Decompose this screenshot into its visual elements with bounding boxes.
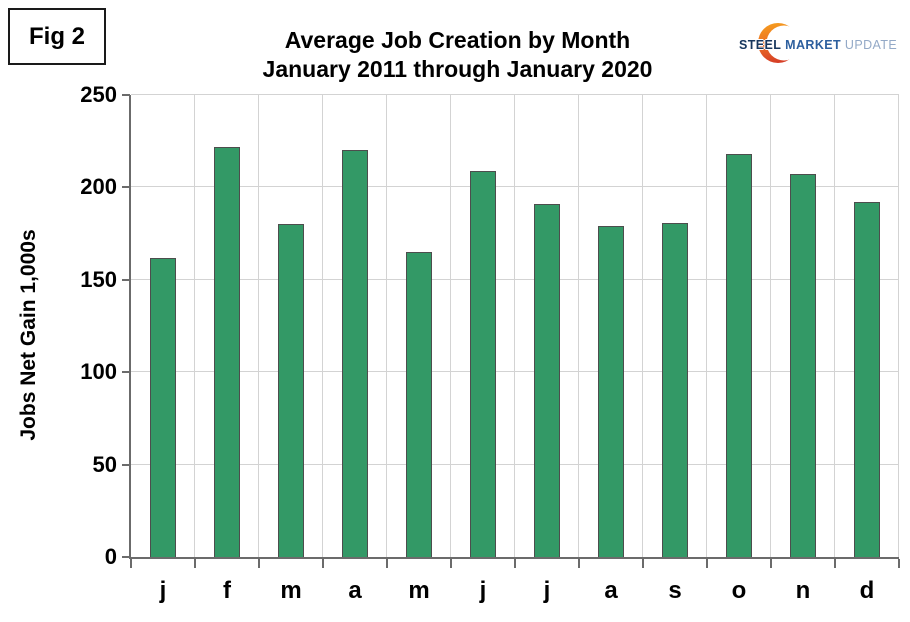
h-gridline-50	[131, 463, 899, 465]
x-tick-10	[770, 559, 772, 568]
bar-10-o	[726, 154, 752, 557]
v-gridline-2	[257, 95, 259, 557]
v-gridline-5	[450, 95, 451, 557]
bar-8-a	[598, 226, 624, 557]
steel-market-update-logo: STEEL MARKET UPDATE	[737, 17, 897, 65]
v-gridline-10	[770, 95, 771, 557]
x-tick-5	[450, 559, 452, 568]
chart-title-block: Average Job Creation by Month January 20…	[105, 26, 810, 84]
y-tick-50	[122, 463, 130, 466]
bar-4-a	[342, 150, 368, 557]
v-gridline-12	[898, 95, 899, 557]
x-label-4-a: a	[348, 577, 362, 604]
logo-text: STEEL MARKET UPDATE	[739, 38, 897, 52]
y-tick-label-100: 100	[80, 359, 117, 385]
bar-2-f	[214, 146, 240, 557]
x-label-1-j: j	[159, 577, 167, 604]
y-tick-label-200: 200	[80, 174, 117, 200]
bar-3-m	[278, 224, 304, 557]
x-label-11-n: n	[795, 577, 811, 604]
bar-6-j	[470, 170, 496, 557]
h-gridline-100	[131, 371, 899, 373]
h-gridline-200	[131, 186, 899, 188]
v-gridline-1	[193, 95, 195, 557]
x-label-5-m: m	[408, 577, 430, 604]
x-tick-4	[385, 559, 388, 568]
x-label-9-s: s	[668, 577, 682, 604]
x-tick-0	[130, 559, 132, 568]
x-tick-3	[322, 559, 324, 568]
y-tick-150	[122, 278, 130, 281]
bar-1-j	[150, 257, 176, 557]
chart-title: Average Job Creation by Month	[284, 27, 631, 53]
v-gridline-8	[641, 95, 643, 557]
y-tick-100	[122, 371, 130, 374]
h-gridline-250	[131, 94, 899, 95]
x-label-7-j: j	[543, 577, 551, 604]
x-label-3-m: m	[280, 577, 302, 604]
chart-subtitle: January 2011 through January 2020	[262, 56, 653, 82]
y-tick-label-150: 150	[80, 266, 117, 292]
x-label-8-a: a	[604, 577, 618, 604]
bar-5-m	[406, 252, 432, 557]
v-gridline-3	[322, 95, 323, 557]
bar-12-d	[854, 202, 880, 557]
logo-swoosh-icon	[756, 21, 800, 65]
x-label-12-d: d	[859, 577, 875, 604]
v-gridline-9	[706, 95, 707, 557]
figure-label: Fig 2	[28, 22, 85, 50]
x-tick-1	[193, 559, 196, 568]
y-axis-title: Jobs Net Gain 1,000s	[17, 229, 40, 441]
v-gridline-11	[834, 95, 835, 557]
bar-7-j	[534, 204, 560, 557]
y-tick-label-50: 50	[92, 451, 117, 477]
v-gridline-7	[578, 95, 579, 557]
x-label-6-j: j	[479, 577, 487, 604]
x-tick-6	[514, 559, 516, 568]
x-label-10-o: o	[731, 577, 747, 604]
figure-label-box: Fig 2	[8, 8, 106, 65]
y-tick-200	[122, 186, 130, 189]
x-label-2-f: f	[223, 577, 231, 604]
logo-word-update: UPDATE	[844, 38, 898, 52]
logo-word-market: MARKET	[785, 38, 842, 52]
y-tick-label-250: 250	[80, 82, 117, 107]
v-gridline-6	[514, 95, 515, 557]
x-tick-8	[641, 559, 644, 568]
y-tick-250	[122, 94, 130, 96]
y-tick-0	[122, 556, 130, 558]
h-gridline-150	[131, 278, 899, 280]
x-tick-9	[706, 559, 708, 568]
x-tick-7	[578, 559, 580, 568]
bar-9-s	[662, 222, 688, 557]
plot-area: 0 50 100 150 200 250 j f m a m j j a s o n d	[80, 84, 900, 604]
v-gridline-4	[385, 95, 387, 557]
x-tick-2	[257, 559, 260, 568]
y-tick-label-0: 0	[104, 544, 117, 569]
bar-11-n	[790, 174, 816, 557]
x-tick-11	[834, 559, 836, 568]
x-tick-12	[898, 559, 900, 568]
logo-word-steel: STEEL	[739, 38, 782, 52]
